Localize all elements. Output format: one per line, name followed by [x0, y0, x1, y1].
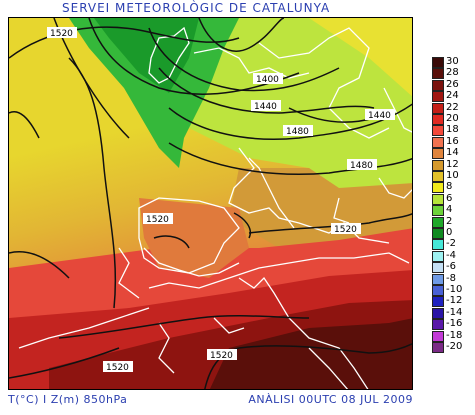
- legend-swatch: [432, 273, 444, 285]
- contour-label-text: 1520: [210, 351, 233, 361]
- contour-label-text: 1520: [106, 363, 129, 373]
- legend-label: 2: [446, 215, 453, 227]
- contour-label-text: 1440: [368, 111, 391, 121]
- map-title: SERVEI METEOROLÒGIC DE CATALUNYA: [62, 1, 331, 15]
- legend-label: 4: [446, 204, 453, 216]
- contour-label-text: 1440: [254, 102, 277, 112]
- coastlines: [18, 26, 412, 389]
- contour-labels: 1520 1400 1440 1480 1440 1480 1520 1520 …: [47, 27, 395, 373]
- contour-label-1480-east: 1480: [347, 159, 377, 171]
- legend-swatch: [432, 171, 444, 182]
- contour-label-1520-med: 1520: [331, 223, 361, 235]
- legend-swatch: [432, 68, 444, 80]
- legend-label: -20: [446, 341, 463, 352]
- legend-swatch: [432, 102, 444, 114]
- legend-label: -6: [446, 261, 456, 273]
- legend-label: -8: [446, 272, 456, 284]
- contour-label-text: 1520: [146, 215, 169, 225]
- contour-label-text: 1480: [286, 127, 309, 137]
- legend-swatch: [432, 159, 444, 171]
- contour-label-1520-north: 1520: [47, 27, 77, 39]
- legend-swatch: [432, 57, 444, 68]
- legend-label: 14: [446, 147, 459, 159]
- legend-swatch: [432, 330, 444, 342]
- legend-label: -18: [446, 329, 463, 341]
- contour-label-text: 1520: [334, 225, 357, 235]
- legend-label: -2: [446, 238, 456, 250]
- legend-swatch: [432, 79, 444, 91]
- legend-label: 26: [446, 78, 459, 90]
- legend-swatch: [432, 250, 444, 262]
- legend-label: 6: [446, 192, 453, 204]
- darkest-red-band: [209, 318, 412, 389]
- legend-swatch: [432, 228, 444, 239]
- contour-label-text: 1400: [256, 75, 279, 85]
- contour-label-text: 1480: [350, 161, 373, 171]
- legend-swatch: [432, 182, 444, 194]
- contour-label-1440-west: 1440: [251, 100, 281, 112]
- legend-label: -14: [446, 306, 463, 318]
- legend-swatch: [432, 285, 444, 296]
- contour-label-1520-southwest: 1520: [103, 361, 133, 373]
- legend-swatch: [432, 91, 444, 103]
- contour-label-1400: 1400: [253, 73, 283, 85]
- contour-label-1440-east: 1440: [365, 109, 395, 121]
- legend-label: 12: [446, 158, 459, 170]
- legend-swatch: [432, 239, 444, 251]
- legend-swatch: [432, 262, 444, 274]
- legend-label: 30: [446, 56, 459, 67]
- legend-label: 22: [446, 101, 459, 113]
- geopotential-contours: [9, 18, 412, 389]
- legend-swatch: [432, 136, 444, 148]
- legend-label: 10: [446, 170, 459, 181]
- legend-label: -10: [446, 284, 463, 295]
- legend-label: 20: [446, 113, 459, 124]
- legend-swatch: [432, 125, 444, 137]
- legend-swatch: [432, 205, 444, 217]
- legend-label: 0: [446, 227, 453, 238]
- legend-label: -4: [446, 249, 456, 261]
- contour-label-1520-south: 1520: [207, 349, 237, 361]
- yellow-band-northeast: [309, 18, 412, 97]
- temperature-legend: 30 28 26 24 22 20 18 16 14 12 10 8 6 4 2 0 -2 -4 -6 -8 -10 -1…: [432, 57, 472, 355]
- contour-label-text: 1520: [50, 29, 73, 39]
- orange-band-east: [229, 168, 412, 248]
- legend-label: 24: [446, 90, 459, 102]
- contour-label-1520-iberia: 1520: [143, 213, 173, 225]
- legend-label: 18: [446, 124, 459, 136]
- legend-swatch: [432, 193, 444, 205]
- legend-swatch: [432, 114, 444, 125]
- contour-label-1480-north: 1480: [283, 125, 313, 137]
- variable-caption: T(°C) I Z(m) 850hPa: [8, 393, 128, 406]
- legend-label: 28: [446, 67, 459, 79]
- legend-swatch: [432, 216, 444, 228]
- legend-swatch: [432, 319, 444, 331]
- legend-swatch: [432, 148, 444, 160]
- analysis-timestamp: ANÀLISI 00UTC 08 JUL 2009: [248, 393, 413, 406]
- legend-swatch: [432, 342, 444, 353]
- legend-swatch: [432, 296, 444, 308]
- legend-label: -12: [446, 295, 463, 307]
- temperature-geopotential-map: 1520 1400 1440 1480 1440 1480 1520 1520 …: [8, 17, 413, 390]
- legend-label: 16: [446, 135, 459, 147]
- legend-label: 8: [446, 181, 453, 193]
- cold-green-core: [69, 18, 239, 168]
- legend-swatch: [432, 307, 444, 319]
- legend-label: -16: [446, 318, 463, 330]
